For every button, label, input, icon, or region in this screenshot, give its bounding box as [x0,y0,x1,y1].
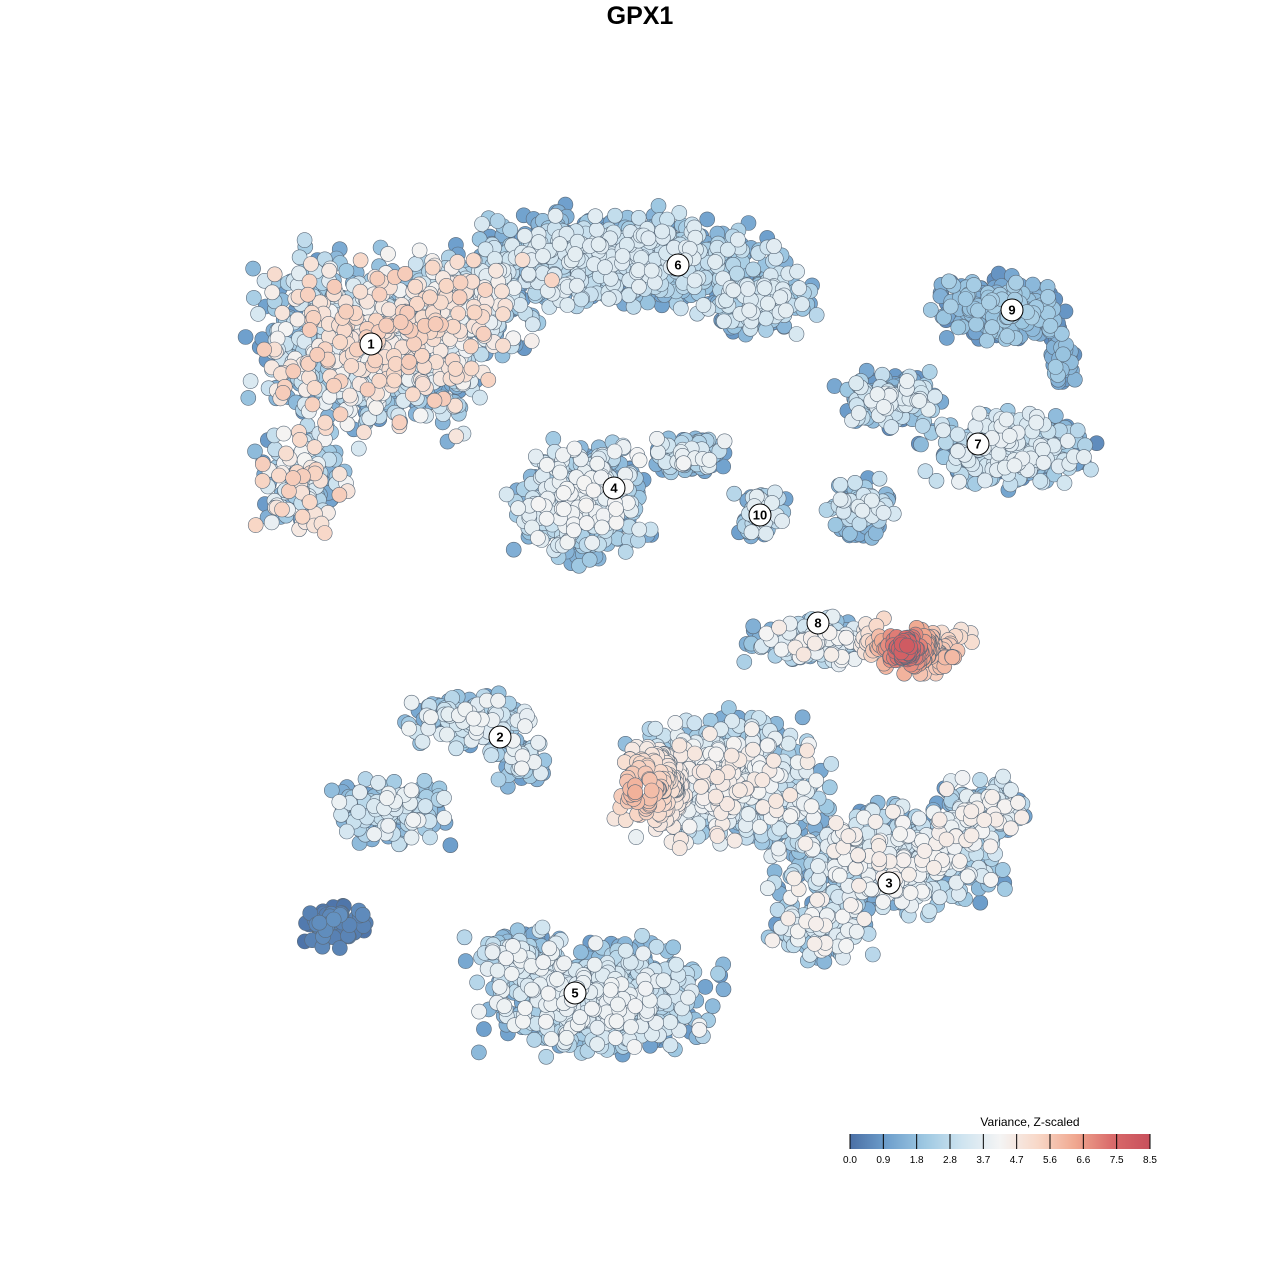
data-point [827,517,844,533]
data-point [913,436,929,453]
data-point [457,953,474,969]
data-point [246,290,262,306]
data-point [245,260,261,277]
data-point [338,263,355,279]
data-point [720,700,737,716]
data-point [950,319,967,336]
data-point [416,772,433,789]
data-point [981,294,997,311]
data-point [490,771,507,788]
data-point [650,198,667,214]
data-point [968,316,985,333]
data-point [979,332,995,349]
data-point [240,390,257,406]
data-point [826,378,843,394]
data-point [794,709,811,726]
data-point [505,541,522,558]
data-point [538,1049,555,1065]
data-point [922,302,939,318]
data-point [1042,317,1059,334]
data-point [699,211,716,228]
data-point [526,1032,543,1048]
data-point [697,979,714,995]
data-point [489,213,506,229]
data-point [354,906,371,923]
data-point [1008,274,1024,291]
data-point [736,654,753,670]
data-point [972,894,989,911]
data-point [502,222,519,238]
data-point [938,330,955,346]
data-point [821,779,838,796]
data-point [573,944,589,961]
data-point [442,837,459,854]
points-layer [237,196,1105,1065]
data-point [715,981,732,998]
data-point [966,277,982,293]
data-point [994,862,1011,878]
data-point [471,1044,487,1061]
data-point [957,291,974,307]
data-point [745,618,762,635]
data-point [999,328,1016,344]
data-point [665,939,682,956]
data-point [1040,289,1056,305]
data-point [704,998,721,1015]
data-point [237,329,254,345]
data-point [331,940,348,956]
data-point [341,917,358,933]
data-point [710,965,726,982]
data-point [1047,359,1064,375]
chart-title: GPX1 [606,2,674,30]
data-point [581,551,598,568]
data-point [311,914,328,931]
data-point [941,273,957,290]
data-point [942,298,959,315]
data-point [325,911,342,928]
data-point [997,881,1013,897]
data-point [476,1021,492,1037]
data-point [984,319,1000,336]
data-point [469,974,485,991]
data-point [247,443,263,460]
data-point [921,364,938,380]
